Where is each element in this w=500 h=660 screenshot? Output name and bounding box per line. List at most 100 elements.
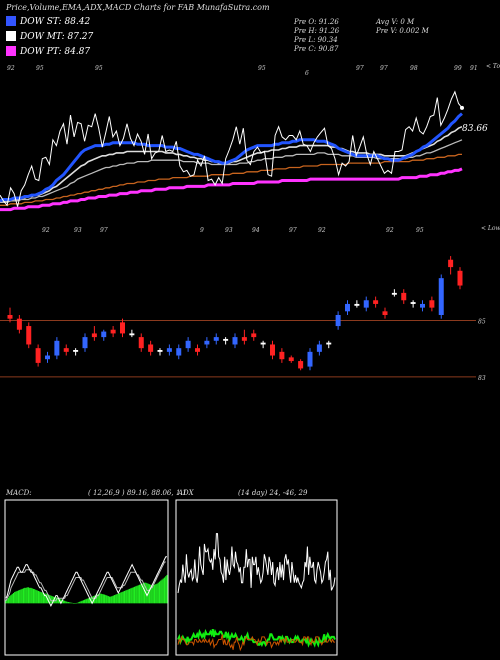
candle-body <box>45 355 50 360</box>
prev-close: Pre C: 90.87 <box>294 45 339 53</box>
macd-histogram-bar <box>29 587 31 604</box>
macd-histogram-bar <box>66 601 68 604</box>
macd-histogram-bar <box>60 599 62 604</box>
macd-histogram-bar <box>122 591 124 604</box>
macd-histogram-bar <box>157 582 159 604</box>
top-mark: 95 <box>258 65 266 72</box>
macd-histogram-bar <box>166 574 168 604</box>
series-price <box>0 90 463 207</box>
candle-body <box>307 351 313 367</box>
right-label-tops: < Tops <box>486 63 500 70</box>
macd-histogram-bar <box>77 602 79 604</box>
macd-histogram-bar <box>89 597 91 604</box>
macd-histogram-bar <box>113 595 116 604</box>
macd-histogram-bar <box>85 599 87 604</box>
macd-histogram-bar <box>127 589 129 604</box>
macd-histogram-bar <box>40 591 42 604</box>
macd-histogram-bar <box>133 586 136 604</box>
candle-body <box>138 337 144 349</box>
candle-body <box>73 350 79 352</box>
macd-histogram-bar <box>111 596 113 604</box>
macd-histogram-bar <box>65 601 67 604</box>
macd-histogram-bar <box>51 596 53 604</box>
adx-label: ADX <box>178 489 194 497</box>
macd-histogram-bar <box>36 590 38 604</box>
macd-histogram-bar <box>24 587 26 604</box>
macd-histogram-bar <box>161 579 163 604</box>
top-mark: 97 <box>356 65 364 72</box>
macd-histogram-bar <box>80 601 82 604</box>
candle-body <box>316 344 322 352</box>
candle-body <box>185 340 191 349</box>
candle-body <box>335 315 341 327</box>
macd-histogram-bar <box>34 589 36 604</box>
macd-histogram-bar <box>6 598 8 604</box>
macd-histogram-bar <box>110 596 112 604</box>
macd-histogram-bar <box>67 602 70 604</box>
macd-histogram-bar <box>21 588 23 604</box>
macd-histogram-bar <box>16 590 18 604</box>
macd-histogram-bar <box>99 593 101 604</box>
macd-histogram-bar <box>19 589 21 604</box>
macd-histogram-bar <box>123 590 126 604</box>
macd-histogram-bar <box>81 600 83 604</box>
macd-histogram-bar <box>56 597 58 604</box>
candle-body <box>232 337 238 345</box>
candle-body <box>241 337 247 341</box>
candle-body <box>204 340 210 345</box>
candle-body <box>148 344 154 352</box>
candle-body <box>298 361 304 369</box>
macd-histogram-bar <box>128 588 131 604</box>
candle-body <box>260 342 266 345</box>
macd-histogram-bar <box>39 591 41 604</box>
bottom-mark: 94 <box>252 227 260 234</box>
top-mark: 97 <box>380 65 388 72</box>
macd-histogram-bar <box>105 595 107 604</box>
macd-histogram-bar <box>45 593 47 604</box>
adx-panel-frame <box>175 499 338 656</box>
candle-body <box>382 311 388 315</box>
prev-high: Pre H: 91.26 <box>294 27 340 35</box>
macd-histogram-bar <box>112 595 114 604</box>
candle-body <box>251 333 257 338</box>
macd-histogram-bar <box>74 603 76 604</box>
macd-label: MACD: <box>6 489 32 497</box>
top-mark: 98 <box>410 65 418 72</box>
bottom-mark: 95 <box>416 227 424 234</box>
macd-histogram-bar <box>54 596 56 604</box>
macd-histogram-bar <box>162 578 164 604</box>
macd-histogram-bar <box>15 591 17 604</box>
macd-histogram-bar <box>141 583 143 604</box>
macd-histogram-bar <box>117 593 119 604</box>
candle-body <box>438 278 444 315</box>
candle-body <box>35 348 41 363</box>
macd-histogram-bar <box>155 584 157 604</box>
top-mark: 6 <box>305 70 309 77</box>
top-mark: 92 <box>7 65 15 72</box>
candle-body <box>63 348 69 352</box>
macd-histogram-bar <box>165 576 167 604</box>
macd-histogram-bar <box>27 587 30 604</box>
candle-body <box>129 333 135 336</box>
macd-histogram-bar <box>138 584 141 604</box>
macd-histogram-bar <box>137 585 139 604</box>
adx-adx_green-line <box>177 628 336 648</box>
legend-dow-pt-label: DOW PT: 84.87 <box>20 47 91 57</box>
macd-histogram-bar <box>44 593 46 604</box>
bottom-mark: 97 <box>289 227 297 234</box>
candle-body <box>16 318 22 330</box>
series-ema_trend <box>0 153 462 206</box>
macd-histogram-bar <box>47 594 50 604</box>
bottom-mark: 97 <box>100 227 108 234</box>
macd-histogram-bar <box>153 584 156 604</box>
candle-body <box>82 337 88 349</box>
legend-dow-st: DOW ST: 88.42 <box>6 16 90 27</box>
macd-histogram-bar <box>96 594 98 604</box>
candle-body <box>166 348 172 352</box>
macd-histogram-bar <box>64 600 66 604</box>
macd-histogram-bar <box>140 584 142 604</box>
legend-swatch-magenta <box>6 46 16 56</box>
legend-dow-pt: DOW PT: 84.87 <box>6 46 90 57</box>
macd-histogram-bar <box>150 584 152 604</box>
